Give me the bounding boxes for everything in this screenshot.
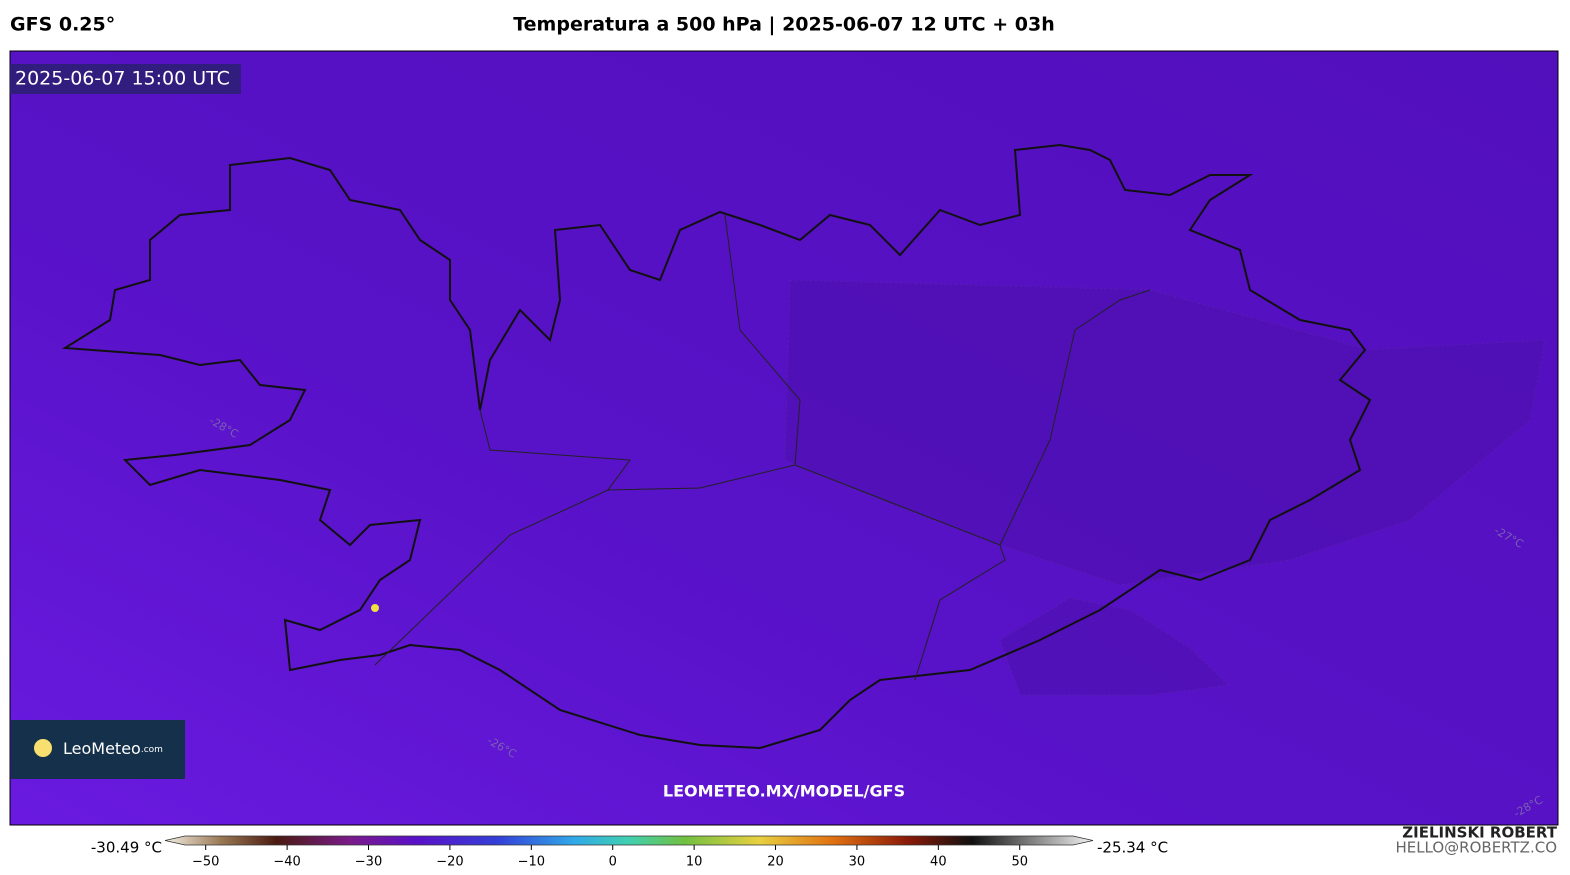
logo-sun bbox=[34, 739, 52, 757]
contour-region bbox=[999, 597, 1230, 696]
tick-label: 20 bbox=[767, 855, 784, 870]
author: ZIELINSKI ROBERT bbox=[1402, 824, 1557, 842]
tick-label: −50 bbox=[192, 855, 219, 870]
tick-label: −30 bbox=[355, 855, 382, 870]
model-name: GFS 0.25° bbox=[10, 14, 115, 36]
tick-label: 50 bbox=[1011, 855, 1028, 870]
tick-label: −40 bbox=[273, 855, 300, 870]
map-frame bbox=[9, 50, 1559, 826]
timestamp-box bbox=[10, 64, 241, 94]
city-marker bbox=[371, 604, 379, 612]
tick-label: 30 bbox=[849, 855, 866, 870]
region-border bbox=[374, 214, 1151, 681]
colorbar-min: -30.49 °C bbox=[91, 839, 162, 857]
logo-text: LeoMeteo.com bbox=[63, 739, 163, 758]
email: HELLO@ROBERTZ.CO bbox=[1395, 839, 1557, 857]
tick-label: 0 bbox=[609, 855, 617, 870]
coastline bbox=[61, 143, 1372, 750]
colorbar-ticks: −50 −40 −30 −20 −10 0 10 20 30 40 50 bbox=[192, 845, 1028, 870]
tick-label: 10 bbox=[686, 855, 703, 870]
tick-label: −20 bbox=[436, 855, 463, 870]
colorbar bbox=[164, 835, 1094, 846]
map-title: Temperatura a 500 hPa | 2025-06-07 12 UT… bbox=[513, 14, 1055, 36]
contour-region bbox=[784, 279, 1546, 586]
colorbar-max: -25.34 °C bbox=[1097, 839, 1168, 857]
tick-label: 40 bbox=[930, 855, 947, 870]
watermark: LEOMETEO.MX/MODEL/GFS bbox=[663, 782, 905, 801]
tick-label: −10 bbox=[518, 855, 545, 870]
logo-suffix: .com bbox=[141, 745, 163, 755]
logo-name: LeoMeteo bbox=[63, 739, 141, 758]
timestamp: 2025-06-07 15:00 UTC bbox=[15, 68, 230, 90]
